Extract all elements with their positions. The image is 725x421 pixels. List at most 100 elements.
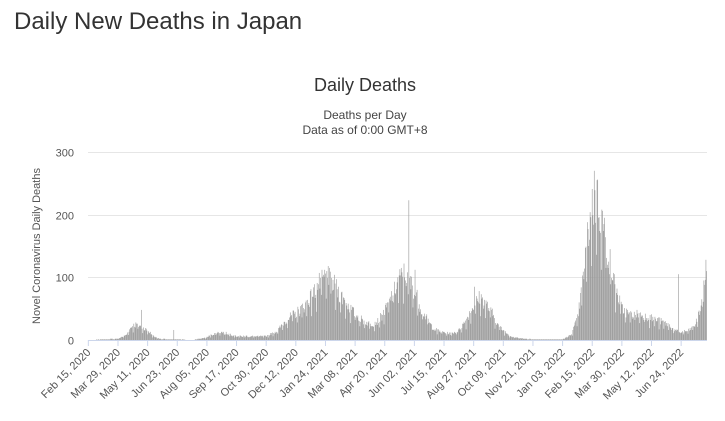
bar: [564, 338, 565, 340]
bar: [130, 328, 131, 340]
bar: [491, 309, 492, 340]
bar: [589, 239, 590, 340]
bar: [333, 289, 335, 340]
bar: [340, 292, 342, 340]
bar: [532, 339, 534, 340]
bar: [265, 336, 267, 340]
bar: [485, 300, 487, 340]
bar: [287, 328, 288, 340]
bar: [212, 334, 214, 340]
bar: [251, 336, 252, 340]
bar: [354, 316, 355, 340]
bar: [269, 335, 270, 340]
bar: [145, 328, 146, 340]
bar: [578, 316, 579, 340]
bar: [429, 322, 430, 340]
bar: [243, 337, 245, 340]
bar: [655, 321, 657, 340]
bar: [546, 339, 548, 340]
bar: [536, 339, 537, 340]
bar: [571, 335, 573, 340]
bar: [643, 319, 645, 340]
bar: [582, 275, 583, 340]
bar: [391, 301, 393, 340]
bar: [361, 318, 363, 340]
bar: [103, 339, 104, 340]
bar: [663, 328, 665, 340]
bar: [328, 284, 330, 340]
bar: [172, 339, 173, 340]
bar: [397, 277, 399, 340]
bar: [600, 269, 602, 340]
bar: [662, 320, 663, 340]
bar: [442, 331, 443, 340]
bar: [476, 298, 478, 340]
bar: [538, 339, 539, 340]
bar: [234, 337, 235, 340]
bar: [256, 336, 257, 340]
bar: [339, 302, 341, 340]
bar: [267, 337, 269, 340]
bar: [144, 329, 146, 340]
bar: [119, 338, 121, 340]
bar: [230, 335, 232, 340]
bar: [340, 312, 341, 340]
bar: [678, 331, 680, 340]
bar: [613, 274, 615, 340]
bar: [278, 328, 279, 340]
bar: [338, 286, 339, 340]
bar: [562, 339, 563, 340]
bar: [289, 317, 290, 340]
y-tick-label: 0: [68, 336, 74, 348]
bar: [383, 324, 385, 340]
bar: [640, 316, 642, 340]
bar: [558, 339, 560, 340]
bar: [96, 339, 97, 340]
bar: [207, 336, 209, 340]
bar: [225, 334, 226, 340]
bar: [483, 305, 485, 340]
bar: [216, 334, 217, 340]
bar: [381, 320, 383, 340]
bar: [502, 329, 504, 340]
bar: [142, 333, 144, 340]
bar: [508, 335, 510, 340]
bar: [514, 337, 516, 340]
bar: [642, 318, 644, 340]
bar: [627, 309, 628, 340]
bar: [423, 316, 424, 340]
bar: [656, 321, 658, 340]
bar: [195, 339, 197, 340]
bar: [146, 330, 148, 340]
bar: [366, 321, 368, 340]
bar: [139, 325, 140, 340]
bar: [596, 254, 597, 340]
bar: [314, 298, 316, 340]
bar: [170, 339, 171, 340]
bar: [624, 322, 626, 340]
bar: [457, 331, 459, 340]
bar: [598, 217, 600, 340]
bar: [489, 311, 490, 340]
bar: [589, 212, 591, 340]
bar: [370, 326, 372, 340]
bar: [139, 326, 141, 340]
bar: [481, 298, 483, 340]
bar: [132, 326, 133, 340]
bar: [358, 320, 359, 340]
bar: [540, 339, 542, 340]
bar: [304, 309, 306, 340]
bar: [276, 331, 277, 340]
bar: [675, 329, 676, 340]
bar: [660, 324, 661, 340]
bar: [595, 222, 596, 340]
bar: [285, 322, 287, 340]
bar: [673, 333, 674, 340]
bar: [432, 329, 434, 340]
bar: [178, 339, 180, 340]
bar: [207, 336, 208, 340]
bar: [249, 336, 250, 340]
bar: [450, 332, 452, 340]
bar: [421, 314, 423, 340]
